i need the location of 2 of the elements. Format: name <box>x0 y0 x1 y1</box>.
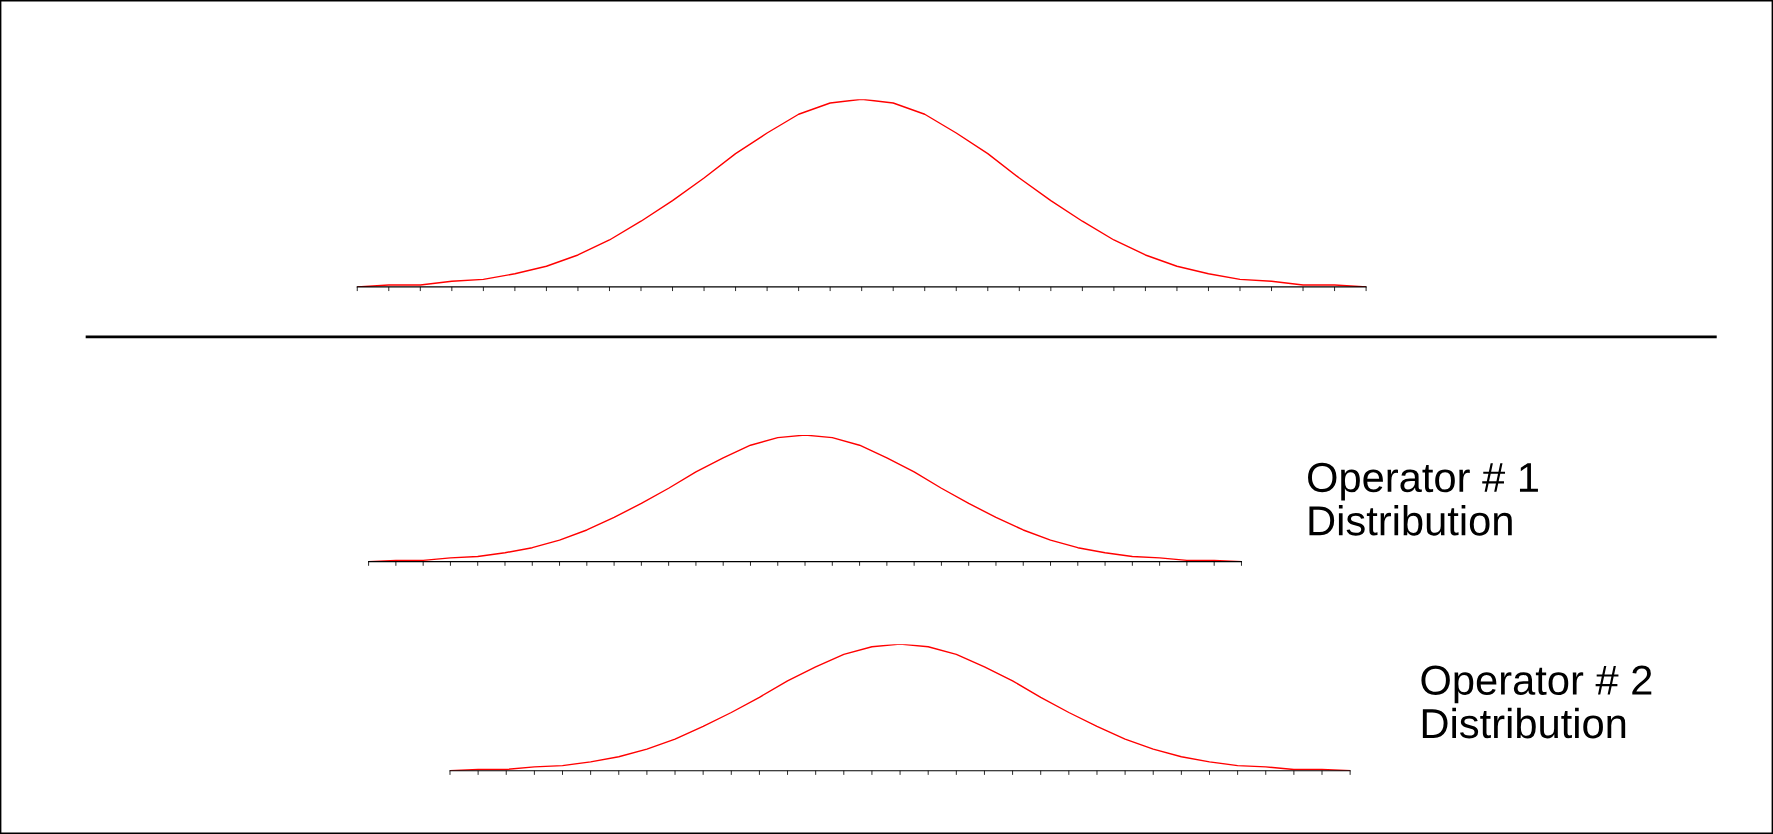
text: Operator # 1 Distribution <box>1308 462 1538 536</box>
text: Operator # 2 Distribution <box>1421 665 1652 739</box>
